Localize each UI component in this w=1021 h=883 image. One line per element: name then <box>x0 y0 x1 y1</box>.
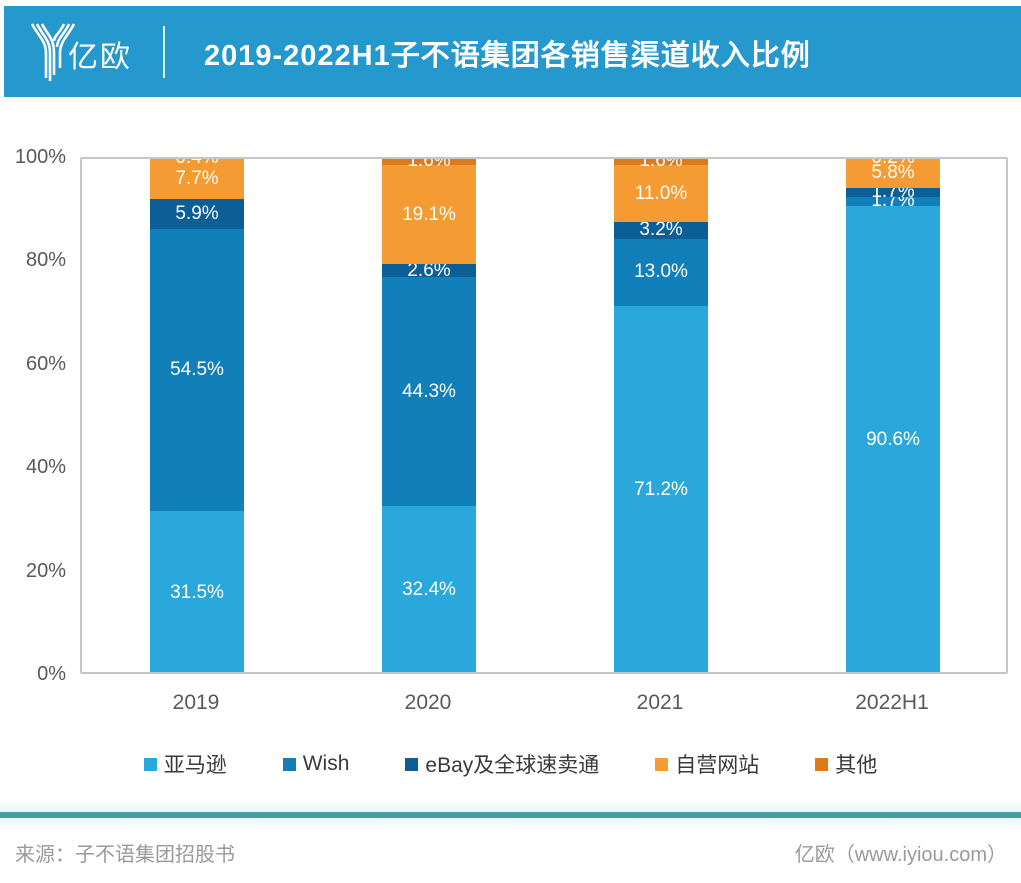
header-divider <box>163 26 165 78</box>
bar-segment <box>846 205 940 672</box>
bar-segment <box>614 238 708 306</box>
y-axis-label: 80% <box>25 249 66 272</box>
y-axis-label: 40% <box>25 456 66 479</box>
legend-label: Wish <box>302 752 350 775</box>
bar-segment <box>150 198 244 230</box>
legend-label: eBay及全球速卖通 <box>425 754 600 777</box>
footer-rule <box>0 812 1021 818</box>
legend: 亚马逊 Wish eBay及全球速卖通 自营网站 其他 <box>0 749 1021 779</box>
legend-item: 亚马逊 <box>143 749 227 779</box>
bar-segment <box>382 506 476 672</box>
y-axis-label: 60% <box>25 352 66 375</box>
legend-label: 自营网站 <box>675 754 760 777</box>
bar-segment <box>150 159 244 199</box>
legend-item: 其他 <box>815 749 877 779</box>
yiou-logo-text: 亿欧 <box>68 41 132 74</box>
bar-segment <box>150 511 244 672</box>
bar-segment <box>846 196 940 206</box>
source-text: 来源：子不语集团招股书 <box>15 844 235 866</box>
x-axis-label: 2022H1 <box>855 691 929 714</box>
legend-swatch-icon <box>655 757 669 771</box>
bar-segment <box>614 165 708 223</box>
legend-item: 自营网站 <box>655 749 759 779</box>
bar-segment <box>614 305 708 672</box>
bar-segment <box>846 188 940 197</box>
bar-segment <box>150 159 244 160</box>
legend-label: 其他 <box>835 754 878 777</box>
y-axis-label: 100% <box>14 146 66 168</box>
legend-swatch-icon <box>405 757 419 771</box>
header-banner: 亿欧 2019-2022H1子不语集团各销售渠道收入比例 <box>4 6 1021 97</box>
bar-segment <box>382 165 476 264</box>
legend-swatch-icon <box>282 757 296 771</box>
y-axis-label: 20% <box>25 559 66 582</box>
legend-label: 亚马逊 <box>163 754 227 777</box>
bar-segment <box>846 159 940 189</box>
bar-segment <box>846 157 940 158</box>
bar-segment <box>382 159 476 166</box>
yiou-logo-icon <box>30 23 76 81</box>
x-axis-label: 2021 <box>636 691 684 714</box>
legend-swatch-icon <box>815 757 829 771</box>
footer-glow-top <box>0 800 1021 812</box>
x-axis-label: 2020 <box>404 691 452 714</box>
bar-segment <box>382 264 476 278</box>
plot-area: 31.5% 54.5% 5.9% 7.7% 0.4% 32.4% 44.3% 2.6% 19.1… <box>80 157 1008 674</box>
page-title: 2019-2022H1子不语集团各销售渠道收入比例 <box>204 40 811 72</box>
brand-text: 亿欧（www.iyiou.com） <box>794 844 1007 866</box>
legend-item: Wish <box>282 752 350 776</box>
bar-segment <box>614 159 708 166</box>
footer-glow-bottom <box>0 818 1021 830</box>
bar-segment <box>150 229 244 512</box>
x-axis-label: 2019 <box>172 691 220 714</box>
legend-item: eBay及全球速卖通 <box>405 749 599 779</box>
bar-segment <box>614 222 708 239</box>
legend-swatch-icon <box>143 757 157 771</box>
bar-segment <box>382 277 476 507</box>
y-axis-label: 0% <box>37 663 66 685</box>
